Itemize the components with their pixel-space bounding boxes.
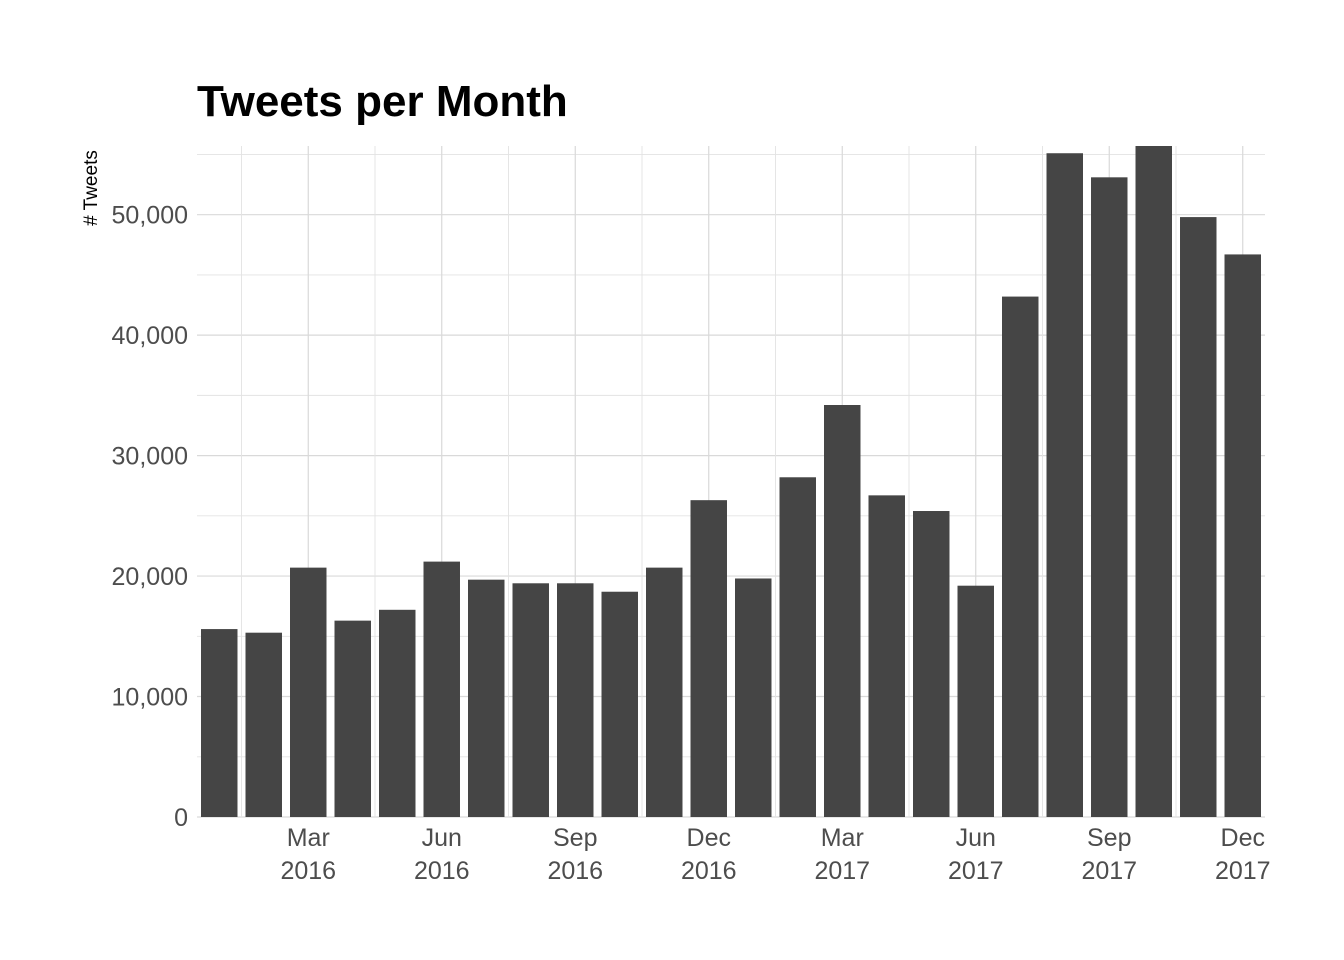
x-tick-label: Dec 2017 xyxy=(1215,824,1271,885)
x-tick-label: Jun 2016 xyxy=(414,824,470,885)
y-axis-label: # Tweets xyxy=(81,150,102,226)
bar-2017-01 xyxy=(735,578,772,817)
bar-2017-07 xyxy=(1002,296,1039,818)
bars xyxy=(201,146,1261,818)
bar-2017-08 xyxy=(1046,153,1083,818)
bar-2016-02 xyxy=(245,632,282,817)
bar-2017-11 xyxy=(1180,217,1217,817)
bar-2016-12 xyxy=(690,500,727,817)
bar-2016-06 xyxy=(423,561,460,817)
x-tick-label: Sep 2016 xyxy=(547,824,603,885)
bar-2017-06 xyxy=(957,585,994,817)
y-tick-label: 20,000 xyxy=(112,563,188,591)
x-tick-label: Mar 2017 xyxy=(814,824,870,885)
chart-title: Tweets per Month xyxy=(197,77,568,126)
bar-2017-05 xyxy=(913,511,950,817)
bar-2016-07 xyxy=(468,579,505,817)
y-tick-label: 0 xyxy=(174,804,188,832)
bar-2017-02 xyxy=(779,477,816,817)
x-axis-ticks: Mar 2016 Jun 2016 Sep 2016 Dec 2016 Mar 2017 Jun 20… xyxy=(280,824,1270,885)
bar-2017-09 xyxy=(1091,177,1128,817)
x-tick-label: Mar 2016 xyxy=(280,824,336,885)
x-tick-label: Dec 2016 xyxy=(681,824,737,885)
bar-2016-11 xyxy=(646,567,683,817)
bar-2017-04 xyxy=(868,495,905,817)
bar-2016-03 xyxy=(290,567,327,817)
x-tick-label: Sep 2017 xyxy=(1081,824,1137,885)
y-axis-ticks: 0 10,000 20,000 30,000 40,000 50,000 xyxy=(112,202,188,832)
bar-2016-09 xyxy=(557,583,594,817)
bar-2016-10 xyxy=(601,591,638,817)
bar-2017-12 xyxy=(1224,254,1261,818)
bar-2016-01 xyxy=(201,629,238,817)
y-tick-label: 40,000 xyxy=(112,322,188,350)
y-tick-label: 50,000 xyxy=(112,202,188,230)
bar-2016-08 xyxy=(512,583,549,817)
bar-2017-03 xyxy=(824,405,861,817)
bar-2016-04 xyxy=(334,620,371,817)
bar-2017-10 xyxy=(1135,146,1172,817)
x-tick-label: Jun 2017 xyxy=(948,824,1004,885)
y-tick-label: 30,000 xyxy=(112,443,188,471)
bar-2016-05 xyxy=(379,609,416,817)
y-tick-label: 10,000 xyxy=(112,684,188,712)
